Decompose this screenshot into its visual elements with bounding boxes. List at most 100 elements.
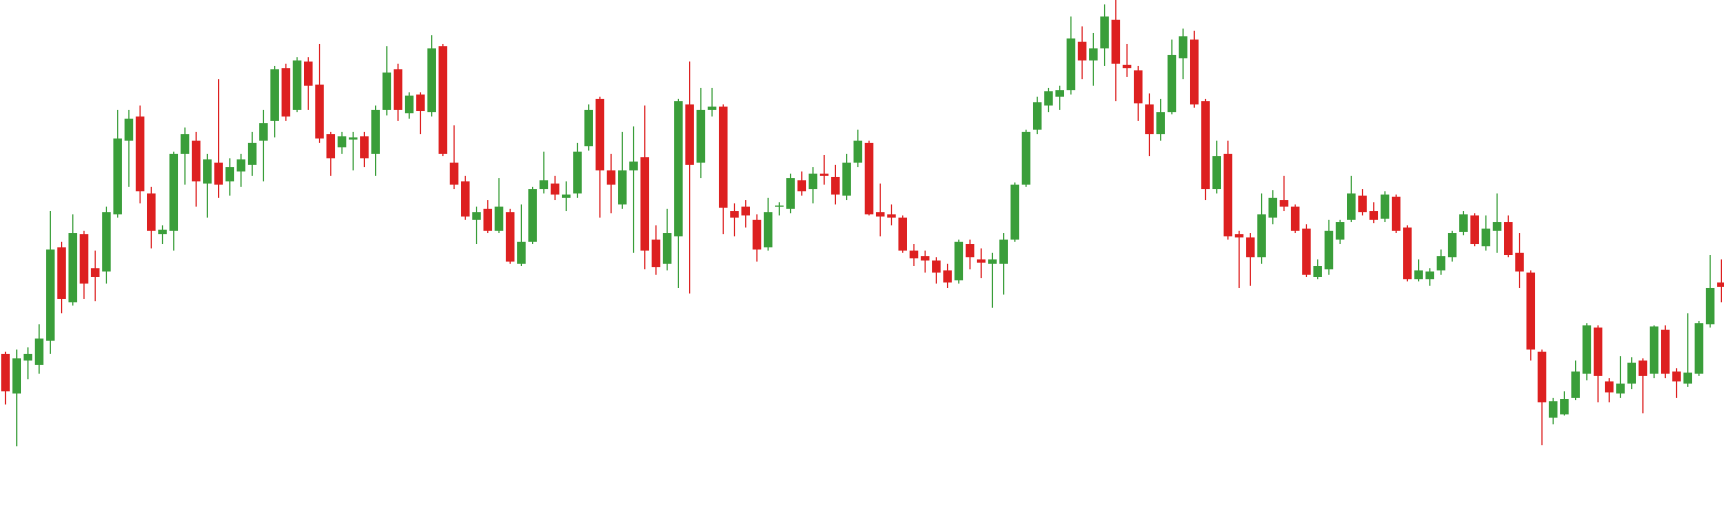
candle-body xyxy=(146,193,156,231)
candle-body xyxy=(786,178,795,209)
candle-body xyxy=(1705,287,1715,325)
candle-body xyxy=(909,250,919,259)
candle-body xyxy=(270,69,279,121)
candle-body xyxy=(169,153,179,231)
candle-body xyxy=(102,212,111,272)
candle-body xyxy=(999,239,1008,264)
candle-body xyxy=(1470,215,1479,245)
candle-body xyxy=(247,142,257,165)
candle-body xyxy=(158,229,167,235)
candle-body xyxy=(1145,104,1154,135)
candle-body xyxy=(68,233,78,303)
candle-body xyxy=(1459,214,1468,232)
candle-body xyxy=(90,268,100,277)
candle-body xyxy=(1526,272,1536,350)
candle-body xyxy=(1089,48,1098,61)
candle-body xyxy=(124,118,134,141)
candle-body xyxy=(651,239,661,268)
candle-body xyxy=(46,249,55,341)
candle-body xyxy=(606,170,616,185)
candle-body xyxy=(1335,222,1345,240)
candle-body xyxy=(1414,270,1423,280)
candle-body xyxy=(315,84,324,139)
candle-body xyxy=(292,60,302,110)
candle-body xyxy=(1571,371,1580,398)
candle-body xyxy=(461,181,470,217)
candle-body xyxy=(1044,91,1053,106)
candle-body xyxy=(741,206,750,216)
candle-body xyxy=(360,136,369,159)
candle-body xyxy=(1189,39,1199,105)
candle-body xyxy=(214,162,223,185)
candle-body xyxy=(416,94,425,112)
candle-body xyxy=(1223,153,1233,237)
candle-body xyxy=(943,270,952,283)
candle-body xyxy=(831,176,840,195)
candle-body xyxy=(1055,90,1065,97)
candle-body xyxy=(1672,371,1681,382)
candle-body xyxy=(1347,193,1356,220)
candle-body xyxy=(1167,54,1177,113)
candle-body xyxy=(438,46,448,154)
candle-body xyxy=(819,173,829,176)
candle-body xyxy=(483,208,493,231)
candle-body xyxy=(23,353,33,361)
candle-body xyxy=(1537,351,1547,403)
candle-body xyxy=(718,106,728,208)
candle-body xyxy=(1481,228,1491,247)
candle-body xyxy=(976,259,986,263)
candle-body xyxy=(1279,200,1289,207)
candle-body xyxy=(920,256,930,261)
candle-body xyxy=(1369,211,1379,220)
candle-body xyxy=(1358,195,1367,213)
candle-body xyxy=(1313,266,1322,277)
candle-body xyxy=(898,217,907,251)
candle-body xyxy=(57,247,66,299)
candle-body xyxy=(1492,222,1502,231)
candle-body xyxy=(573,151,582,194)
candle-body xyxy=(1122,64,1132,69)
candle-body xyxy=(12,358,22,394)
candle-body xyxy=(1234,234,1244,238)
candle-body xyxy=(79,234,89,284)
candle-body xyxy=(775,205,784,207)
candle-body xyxy=(584,109,593,147)
candle-body xyxy=(1560,399,1569,415)
candle-body xyxy=(1582,325,1592,374)
candle-body xyxy=(203,159,212,184)
candle-body xyxy=(965,244,975,258)
candle-body xyxy=(887,214,896,218)
candle-body xyxy=(449,162,459,185)
candle-body xyxy=(191,140,201,182)
candle-body xyxy=(1133,70,1143,104)
candle-body xyxy=(1290,206,1300,231)
candle-body xyxy=(875,212,885,217)
candle-body xyxy=(1504,222,1513,256)
candle-body xyxy=(842,162,851,196)
candle-body xyxy=(348,137,358,140)
candle-body xyxy=(472,212,481,220)
candle-body xyxy=(180,134,190,154)
candle-body xyxy=(427,48,436,113)
candle-body xyxy=(696,109,706,163)
candle-body xyxy=(34,338,44,365)
candle-body xyxy=(1077,41,1087,61)
candle-body xyxy=(1246,237,1255,258)
candle-body xyxy=(404,95,414,114)
candle-body xyxy=(337,136,347,148)
candle-body xyxy=(1066,38,1076,91)
candle-body xyxy=(1021,131,1031,185)
candle-body xyxy=(236,159,246,172)
candle-body xyxy=(685,104,694,165)
candle-body xyxy=(1627,362,1636,384)
candle-body xyxy=(1010,184,1020,240)
candle-body xyxy=(1515,252,1524,272)
candle-body xyxy=(550,183,560,195)
candle-body xyxy=(1403,227,1412,280)
candle-body xyxy=(1,353,10,392)
candle-body xyxy=(1032,102,1042,130)
candle-body xyxy=(1593,327,1603,376)
candle-body xyxy=(1257,214,1266,258)
candle-body xyxy=(1425,271,1435,280)
candle-body xyxy=(517,241,526,264)
